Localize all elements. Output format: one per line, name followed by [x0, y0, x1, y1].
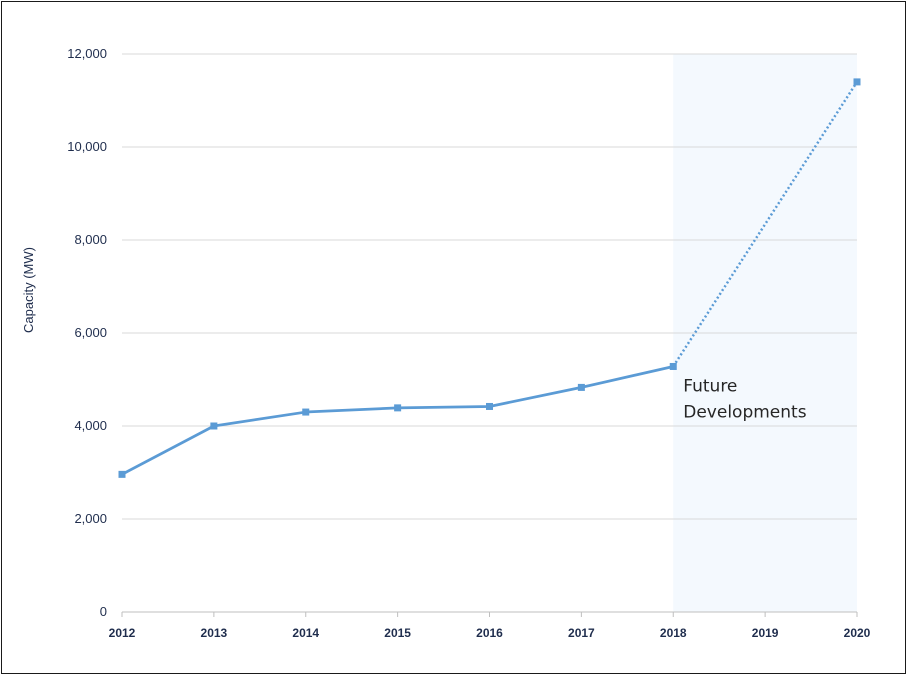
data-point-marker [118, 470, 126, 478]
series-markers [118, 78, 861, 478]
x-tick-label: 2015 [384, 626, 411, 640]
y-tick-label: 10,000 [67, 139, 107, 154]
x-tick-label: 2014 [292, 626, 319, 640]
x-tick-label: 2017 [568, 626, 595, 640]
x-tick-label: 2012 [109, 626, 136, 640]
x-axis [121, 611, 858, 617]
future-developments-annotation: Future Developments [683, 376, 806, 422]
data-point-marker [302, 408, 310, 416]
x-tick-label: 2013 [201, 626, 228, 640]
x-tick-label: 2016 [476, 626, 503, 640]
x-tick-label: 2020 [844, 626, 871, 640]
annotations: Future Developments [683, 376, 806, 422]
y-tick-label: 0 [100, 604, 107, 619]
gridlines [122, 53, 857, 520]
data-point-marker [577, 383, 585, 391]
x-tick-labels: 2012 2013 2014 2015 2016 2017 2018 2019 2020 [109, 626, 871, 640]
y-tick-label: 8,000 [74, 232, 107, 247]
y-tick-labels: 0 2,000 4,000 6,000 8,000 10,000 12,000 [67, 46, 107, 619]
data-point-marker [394, 404, 402, 412]
y-tick-label: 4,000 [74, 418, 107, 433]
x-tick-label: 2018 [660, 626, 687, 640]
x-tick-label: 2019 [752, 626, 779, 640]
data-point-marker [486, 402, 493, 410]
y-axis-title: Capacity (MW) [21, 247, 36, 333]
y-tick-label: 2,000 [74, 511, 107, 526]
historical-line [121, 365, 674, 476]
data-point-marker [669, 362, 677, 370]
y-tick-label: 12,000 [67, 46, 107, 61]
data-point-marker [210, 422, 218, 430]
y-tick-label: 6,000 [74, 325, 107, 340]
data-point-marker [853, 78, 861, 86]
